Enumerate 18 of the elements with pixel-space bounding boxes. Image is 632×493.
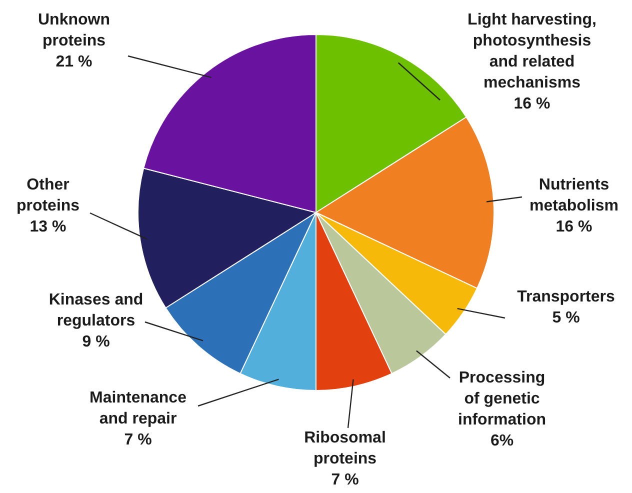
slice-label: Other proteins (16, 176, 80, 214)
data-label: 13 % (30, 218, 66, 236)
data-label: 7 % (124, 431, 152, 448)
slice-label: Light harvesting, photosynthesis and related mechanisms (468, 11, 596, 92)
slice-label: Nutrients metabolism (530, 176, 618, 214)
slice-label: Unknown proteins (38, 11, 110, 50)
data-label: 9 % (82, 333, 110, 350)
slice-label: Kinases and regulators (48, 291, 144, 330)
slice-label: Ribosomal proteins (304, 429, 386, 468)
slice-label: Transporters (517, 288, 616, 306)
data-label: 16 % (514, 95, 550, 112)
slice-label: Processing of genetic information (458, 369, 546, 428)
data-label: 21 % (56, 53, 92, 70)
data-label: 5 % (552, 309, 580, 326)
data-label: 16 % (556, 218, 592, 236)
data-label: 7 % (331, 471, 359, 488)
slice-label: Maintenance and repair (90, 389, 187, 428)
data-label: 6% (490, 432, 514, 450)
